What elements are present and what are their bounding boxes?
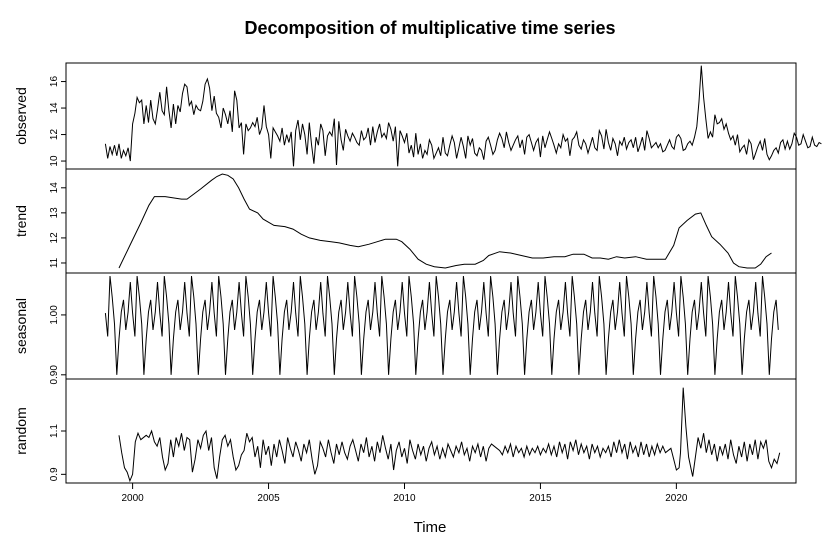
seasonal-panel-label: seasonal (13, 298, 29, 354)
x-tick-label-0: 2000 (121, 493, 144, 504)
panels-group: 10 12 14 16 observed 11 12 13 14 trend 0.90 1.00 sea… (13, 62, 822, 484)
x-tick-label-1: 2005 (257, 493, 280, 504)
observed-ytick-label-3: 16 (49, 76, 60, 88)
trend-ytick-label-1: 12 (49, 232, 60, 244)
panel-trend: 11 12 13 14 trend (13, 168, 797, 274)
seasonal-ytick-label-1: 1.00 (49, 305, 60, 325)
trend-series-line (118, 173, 772, 269)
observed-panel-label: observed (13, 87, 29, 145)
trend-panel-label: trend (13, 205, 29, 237)
panel-seasonal: 0.90 1.00 seasonal (13, 272, 797, 385)
panel-observed: 10 12 14 16 observed (13, 62, 822, 170)
observed-panel-frame (65, 62, 797, 170)
observed-ytick-label-1: 12 (49, 129, 60, 141)
observed-ytick-label-0: 10 (49, 155, 60, 167)
panel-random: 0.9 1.1 random (13, 378, 797, 484)
seasonal-series-line (104, 275, 779, 375)
x-tick-label-2: 2010 (393, 493, 416, 504)
chart-title: Decomposition of multiplicative time ser… (244, 18, 615, 38)
trend-ytick-label-0: 11 (49, 257, 60, 268)
random-series-line (118, 387, 781, 483)
observed-ytick-label-2: 14 (49, 102, 60, 114)
x-tick-label-4: 2020 (665, 493, 688, 504)
x-axis-label: Time (414, 519, 447, 536)
trend-ytick-label-3: 14 (49, 182, 60, 194)
random-panel-label: random (13, 407, 29, 454)
seasonal-panel-frame (65, 272, 797, 380)
trend-ytick-label-2: 13 (49, 207, 60, 219)
observed-series-line (104, 65, 822, 167)
seasonal-ytick-label-0: 0.90 (49, 365, 60, 385)
random-ytick-label-1: 1.1 (49, 424, 60, 438)
x-tick-label-3: 2015 (529, 493, 552, 504)
random-ytick-label-0: 0.9 (49, 467, 60, 481)
x-axis: 2000 2005 2010 2015 2020 (121, 483, 688, 504)
